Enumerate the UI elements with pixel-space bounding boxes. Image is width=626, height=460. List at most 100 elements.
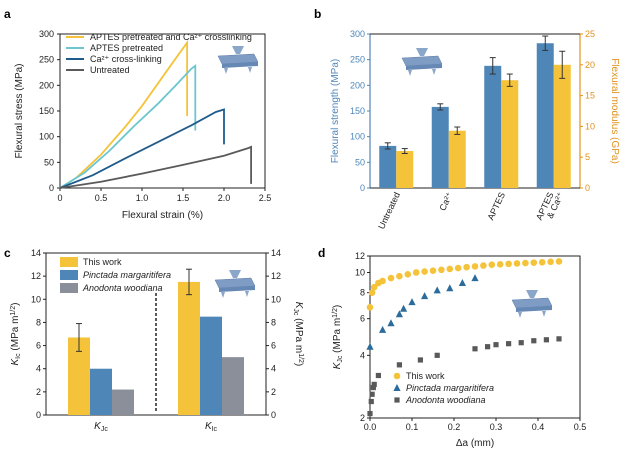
bar-1-1 <box>68 337 90 415</box>
bending-test-icon-c <box>214 270 256 298</box>
right-y-tick-label: 25 <box>585 29 595 39</box>
data-point-1-21 <box>513 260 521 267</box>
right-y-tick-label: 20 <box>585 60 595 70</box>
data-point-1-10 <box>421 268 428 275</box>
data-point-1-17 <box>480 262 487 269</box>
x-tick-label: 2.5 <box>259 193 272 203</box>
support-right-icon <box>432 69 436 75</box>
legend-label-3: Ca²⁺ cross-linking <box>90 54 162 64</box>
y-axis-label-symbol: K <box>332 361 343 369</box>
loading-pin-icon <box>526 290 538 298</box>
modulus-bar-3 <box>501 80 519 188</box>
data-point-3-11 <box>485 344 491 350</box>
series-line-2 <box>59 63 197 189</box>
series-line-4 <box>59 145 252 189</box>
data-point-2-1 <box>366 342 374 350</box>
y-tick-label: 12 <box>355 251 365 261</box>
category-label-1: Untreated <box>376 191 402 231</box>
left-y-axis-label-close: ) <box>10 303 21 306</box>
support-left-icon <box>408 70 412 76</box>
data-point-3-7 <box>396 362 402 368</box>
data-point-2-10 <box>458 279 466 287</box>
data-point-2-6 <box>408 298 416 306</box>
right-y-tick-label: 4 <box>271 364 276 374</box>
legend-swatch-2 <box>60 270 78 280</box>
legend-marker-1 <box>393 372 401 380</box>
y-tick-label: 10 <box>355 267 365 277</box>
group-label-symbol: K <box>94 421 102 432</box>
legend-label-2: APTES pretreated <box>90 43 163 53</box>
loading-pin-icon <box>232 46 244 54</box>
right-y-tick-label: 5 <box>585 152 590 162</box>
left-y-axis-label: Flexural strength (MPa) <box>330 59 341 163</box>
x-tick-label: 0.3 <box>490 422 503 432</box>
panel-letter-d: d <box>318 246 325 260</box>
data-point-1-3 <box>370 283 378 291</box>
category-label-2: Ca²⁺ <box>437 190 454 212</box>
left-y-tick-label: 4 <box>36 364 41 374</box>
data-point-1-24 <box>538 258 546 266</box>
y-tick-label: 2 <box>360 413 365 423</box>
right-y-axis-label: Flexural modulus (GPa) <box>609 58 620 164</box>
data-point-1-14 <box>454 264 462 272</box>
data-point-1-19 <box>496 260 504 268</box>
data-point-1-16 <box>471 263 479 270</box>
right-y-axis-label-subscript: Jc <box>292 308 299 316</box>
data-point-1-2 <box>368 289 376 296</box>
data-point-3-14 <box>518 340 524 346</box>
right-y-tick-label: 10 <box>585 121 595 131</box>
x-tick-label: 2.0 <box>218 193 231 203</box>
left-y-axis-label-exponent: 1/2 <box>10 306 17 316</box>
left-y-tick-label: 200 <box>350 80 365 90</box>
legend-label-2: Pinctada margaritifera <box>406 383 494 393</box>
data-point-3-16 <box>543 337 549 343</box>
data-point-3-8 <box>417 357 423 363</box>
legend-label-1: APTES pretreated and Ca²⁺ crosslinking <box>90 32 252 42</box>
left-y-tick-label: 0 <box>36 410 41 420</box>
panel-b-strength-modulus-chart: 0 50 100 150 200 250 300 0 5 10 15 20 25 Flexural str… <box>330 29 620 231</box>
data-point-3-17 <box>556 336 562 342</box>
right-y-tick-label: 15 <box>585 91 595 101</box>
support-left-icon <box>224 68 228 74</box>
data-point-3-15 <box>531 338 537 344</box>
x-tick-label: 0 <box>57 193 62 203</box>
left-y-tick-label: 12 <box>31 271 41 281</box>
left-y-axis-label-subscript: Ic <box>15 353 22 359</box>
left-y-tick-label: 300 <box>350 29 365 39</box>
y-tick-label: 150 <box>39 106 54 116</box>
series-line-1 <box>59 39 188 189</box>
y-axis-label-unit: (MPa m <box>332 318 343 356</box>
modulus-bar-4 <box>553 64 571 188</box>
panel-letter-c: c <box>4 246 11 260</box>
data-point-3-6 <box>375 372 381 379</box>
data-point-3-10 <box>472 346 478 352</box>
bar-1-2 <box>90 368 112 415</box>
left-y-tick-label: 150 <box>350 106 365 116</box>
y-tick-label: 50 <box>44 157 54 167</box>
y-tick-label: 200 <box>39 80 54 90</box>
data-point-1-5 <box>379 277 386 285</box>
left-y-tick-label: 50 <box>355 157 365 167</box>
legend-label-3: Anodonta woodiana <box>405 395 486 405</box>
y-axis-label-close: ) <box>332 305 343 308</box>
right-y-tick-label: 0 <box>585 183 590 193</box>
data-point-2-8 <box>433 286 441 294</box>
y-tick-label: 250 <box>39 55 54 65</box>
left-y-tick-label: 2 <box>36 387 41 397</box>
legend-marker-2 <box>393 384 401 391</box>
group-label-subscript: Ic <box>212 426 218 433</box>
strength-bar-3 <box>484 65 502 188</box>
right-y-axis-label-unit: (MPa m <box>293 315 304 353</box>
left-y-tick-label: 10 <box>31 294 41 304</box>
strength-bar-1 <box>379 145 397 188</box>
bar-2-3 <box>222 357 244 415</box>
data-point-1-1 <box>366 304 374 311</box>
loading-pin-icon <box>229 270 241 278</box>
left-y-tick-label: 0 <box>360 183 365 193</box>
bar-1-3 <box>112 389 134 415</box>
data-point-3-13 <box>506 341 512 347</box>
data-point-1-20 <box>505 260 512 268</box>
modulus-bar-2 <box>448 130 466 188</box>
right-y-tick-label: 10 <box>271 294 281 304</box>
left-y-tick-label: 250 <box>350 55 365 65</box>
